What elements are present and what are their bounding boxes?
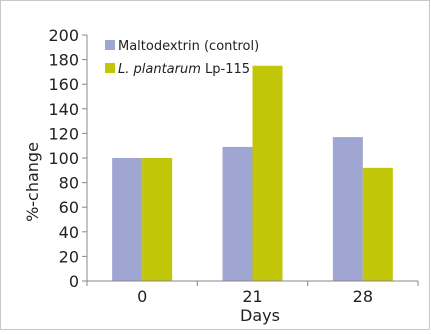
legend-label-plantarum: L. plantarum Lp-115 [118,62,250,77]
y-axis-label: %-change [23,142,42,222]
x-axis-label: Days [240,306,280,325]
y-tick-label-160: 160 [48,75,79,94]
y-tick-label-80: 80 [59,174,79,193]
bars-layer [112,65,393,281]
legend-swatch-maltodextrin [105,40,115,50]
legend: Maltodextrin (control) L. plantarum Lp-1… [105,39,259,77]
x-tick-label-0: 0 [137,287,147,306]
y-tick-label-180: 180 [48,51,79,70]
y-tick-label-140: 140 [48,100,79,119]
x-tick-label-21: 21 [242,287,262,306]
ticks-layer: 0 20 40 60 80 100 120 140 160 180 200 0 21 28 [48,26,419,306]
y-tick-label-120: 120 [48,124,79,143]
bar-series1-day-28 [332,137,363,281]
y-tick-label-40: 40 [59,223,79,242]
bar-series2-day-0 [142,158,173,281]
bar-series2-day-21 [252,65,283,281]
legend-label-maltodextrin: Maltodextrin (control) [118,39,259,54]
bar-series1-day-0 [112,158,143,281]
x-tick-label-28: 28 [353,287,373,306]
legend-swatch-plantarum [105,63,115,73]
bar-series2-day-28 [362,167,393,281]
y-tick-label-20: 20 [59,247,79,266]
y-tick-label-60: 60 [59,198,79,217]
legend-label-plantarum-rest: Lp-115 [201,62,250,77]
y-tick-label-0: 0 [69,272,79,291]
bar-series1-day-21 [222,146,253,281]
y-tick-label-100: 100 [48,149,79,168]
legend-label-plantarum-italic: L. plantarum [118,62,201,77]
y-tick-label-200: 200 [48,26,79,45]
